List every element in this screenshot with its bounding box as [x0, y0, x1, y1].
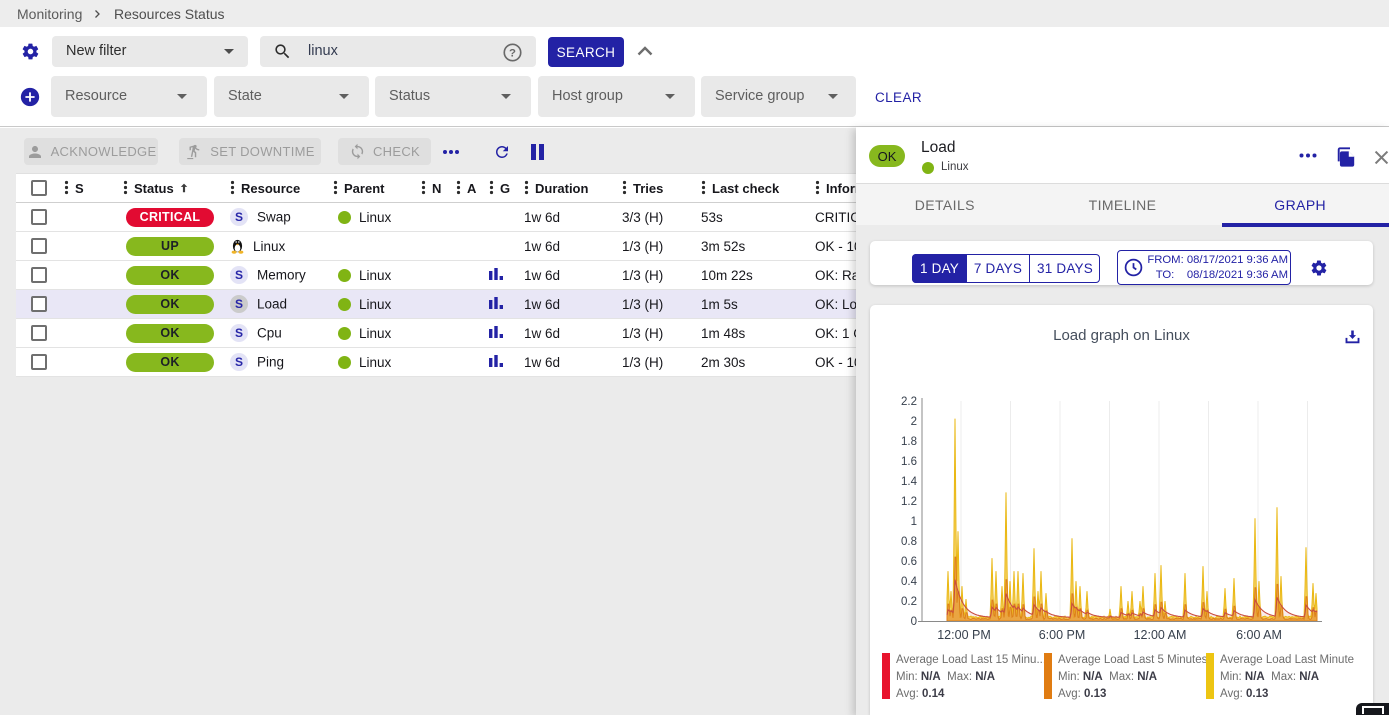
- svg-text:12:00 PM: 12:00 PM: [937, 628, 991, 642]
- svg-text:0.6: 0.6: [901, 556, 917, 568]
- svg-text:2: 2: [911, 416, 917, 428]
- svg-text:1.6: 1.6: [901, 456, 917, 468]
- svg-text:6:00 PM: 6:00 PM: [1039, 628, 1086, 642]
- svg-text:1.2: 1.2: [901, 496, 917, 508]
- svg-text:1.8: 1.8: [901, 436, 917, 448]
- svg-text:1: 1: [911, 516, 917, 528]
- svg-text:1.4: 1.4: [901, 476, 918, 488]
- svg-text:0.2: 0.2: [901, 596, 917, 608]
- svg-text:0.8: 0.8: [901, 536, 917, 548]
- svg-text:?: ?: [509, 47, 516, 59]
- svg-text:6:00 AM: 6:00 AM: [1236, 628, 1282, 642]
- svg-text:12:00 AM: 12:00 AM: [1134, 628, 1187, 642]
- svg-text:0: 0: [911, 616, 917, 628]
- svg-text:2.2: 2.2: [901, 396, 917, 408]
- svg-text:0.4: 0.4: [901, 576, 918, 588]
